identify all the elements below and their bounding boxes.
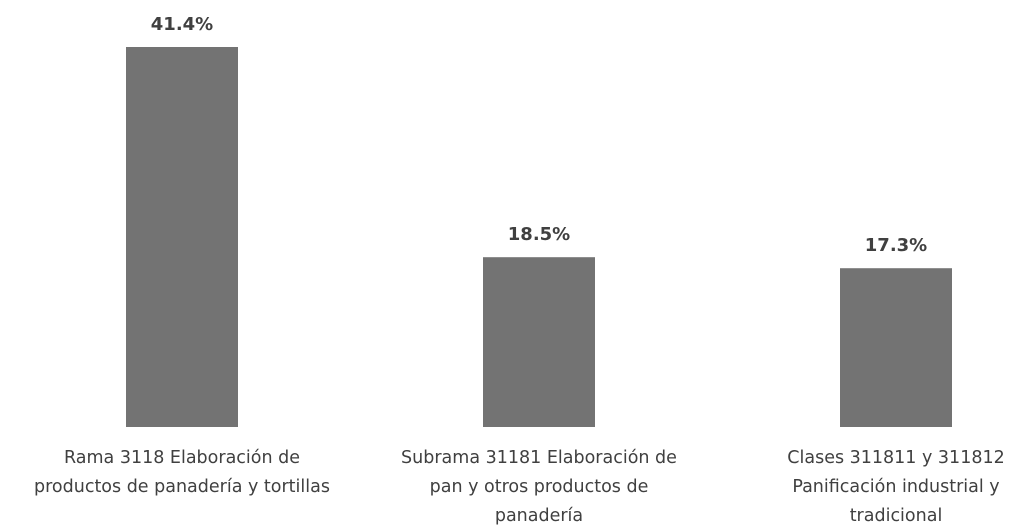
category-labels-layer: Rama 3118 Elaboración de productos de pan…: [34, 448, 1005, 526]
category-label-line: productos de panadería y tortillas: [34, 477, 330, 497]
bars-layer: [126, 47, 952, 427]
category-label-2: Subrama 31181 Elaboración de pan y otros …: [401, 448, 677, 526]
data-label-1: 41.4%: [151, 14, 213, 35]
category-label-line: Panificación industrial y: [792, 477, 999, 497]
category-label-line: panadería: [495, 506, 583, 526]
data-label-3: 17.3%: [865, 235, 927, 256]
data-labels-layer: 41.4% 18.5% 17.3%: [151, 14, 927, 256]
category-label-line: Clases 311811 y 311812: [787, 448, 1004, 468]
category-label-line: pan y otros productos de: [430, 477, 649, 497]
bar-1: [126, 47, 238, 427]
data-label-2: 18.5%: [508, 224, 570, 245]
category-label-line: Subrama 31181 Elaboración de: [401, 448, 677, 468]
category-label-3: Clases 311811 y 311812 Panificación indus…: [787, 448, 1004, 526]
category-label-line: tradicional: [850, 506, 943, 526]
category-label-1: Rama 3118 Elaboración de productos de pan…: [34, 448, 330, 497]
category-label-line: Rama 3118 Elaboración de: [64, 448, 300, 468]
bar-2: [483, 257, 595, 427]
bar-3: [840, 268, 952, 427]
